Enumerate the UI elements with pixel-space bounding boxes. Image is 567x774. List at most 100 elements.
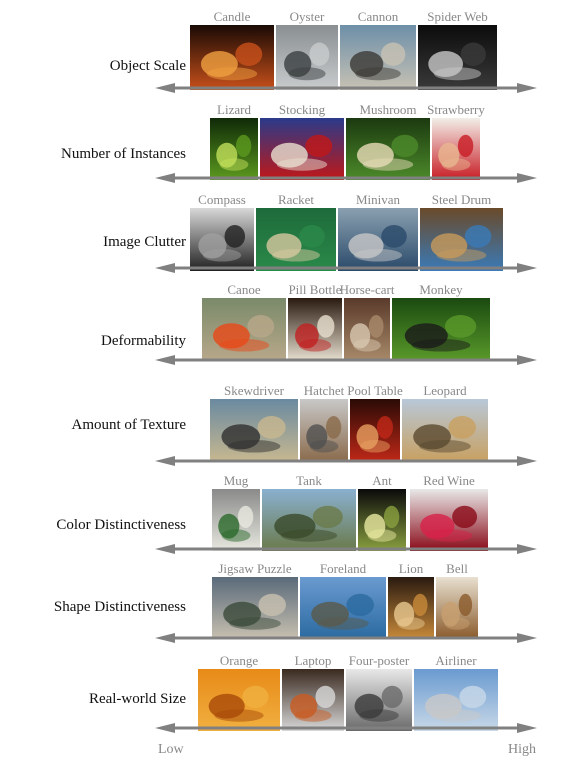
example-image bbox=[256, 208, 336, 271]
example-caption: Compass bbox=[198, 192, 246, 207]
attribute-label: Real-world Size bbox=[88, 691, 186, 707]
arrow-left-head bbox=[155, 173, 175, 183]
scale-arrow bbox=[155, 173, 537, 183]
example-image bbox=[260, 118, 344, 180]
example-image bbox=[212, 577, 298, 639]
example-image bbox=[392, 298, 490, 361]
example-image bbox=[344, 298, 390, 361]
arrow-left-head bbox=[155, 83, 175, 93]
example-image bbox=[346, 118, 430, 180]
example-image bbox=[210, 118, 258, 180]
example-image bbox=[346, 669, 412, 731]
arrow-shaft bbox=[169, 86, 523, 90]
attribute-label: Shape Distinctiveness bbox=[53, 599, 186, 615]
scale-arrow bbox=[155, 83, 537, 93]
example-image bbox=[282, 669, 344, 731]
attribute-label: Image Clutter bbox=[103, 234, 186, 250]
example-caption: Lizard bbox=[217, 102, 251, 117]
arrow-right-head bbox=[517, 633, 537, 643]
example-caption: Candle bbox=[213, 9, 251, 24]
arrow-right-head bbox=[517, 544, 537, 554]
example-caption: Racket bbox=[277, 192, 315, 207]
example-caption: Hatchet bbox=[303, 383, 345, 398]
example-caption: Jigsaw Puzzle bbox=[218, 561, 292, 576]
arrow-left-head bbox=[155, 633, 175, 643]
arrow-shaft bbox=[169, 176, 523, 180]
scale-arrow bbox=[155, 263, 537, 273]
example-caption: Minivan bbox=[355, 192, 401, 207]
attribute-label: Number of Instances bbox=[61, 146, 186, 162]
example-caption: Laptop bbox=[294, 653, 332, 668]
example-caption: Bell bbox=[446, 561, 468, 576]
arrow-right-head bbox=[517, 173, 537, 183]
arrow-shaft bbox=[169, 726, 523, 730]
example-image bbox=[436, 577, 478, 639]
arrow-right-head bbox=[517, 456, 537, 466]
example-image bbox=[358, 489, 406, 551]
example-caption: Foreland bbox=[319, 561, 367, 576]
arrow-right-head bbox=[517, 723, 537, 733]
example-caption: Strawberry bbox=[427, 102, 485, 117]
example-caption: Monkey bbox=[419, 282, 463, 297]
example-image bbox=[418, 25, 497, 90]
example-caption: Mushroom bbox=[359, 102, 417, 117]
example-image bbox=[388, 577, 434, 639]
example-image bbox=[210, 399, 298, 462]
example-caption: Orange bbox=[219, 653, 259, 668]
example-image bbox=[350, 399, 400, 462]
attribute-label: Amount of Texture bbox=[71, 417, 187, 433]
scale-arrow bbox=[155, 355, 537, 365]
arrow-left-head bbox=[155, 544, 175, 554]
example-caption: Pool Table bbox=[347, 383, 403, 398]
axis-high-label: High bbox=[508, 742, 536, 757]
example-caption: Stocking bbox=[278, 102, 326, 117]
arrow-shaft bbox=[169, 459, 523, 463]
example-caption: Tank bbox=[296, 473, 322, 488]
example-caption: Mug bbox=[223, 473, 249, 488]
example-image bbox=[340, 25, 416, 90]
example-image bbox=[432, 118, 480, 180]
example-image bbox=[338, 208, 418, 271]
example-caption: Skewdriver bbox=[224, 383, 284, 398]
example-caption: Cannon bbox=[357, 9, 399, 24]
example-image bbox=[190, 208, 254, 271]
arrow-left-head bbox=[155, 355, 175, 365]
example-caption: Steel Drum bbox=[431, 192, 492, 207]
example-caption: Red Wine bbox=[423, 473, 475, 488]
example-image bbox=[414, 669, 498, 731]
axis-low-label: Low bbox=[158, 742, 184, 757]
arrow-shaft bbox=[169, 266, 523, 270]
example-image bbox=[202, 298, 286, 361]
example-caption: Four-poster bbox=[348, 653, 410, 668]
arrow-right-head bbox=[517, 355, 537, 365]
arrow-shaft bbox=[169, 358, 523, 362]
scale-arrow bbox=[155, 456, 537, 466]
attribute-label: Color Distinctiveness bbox=[56, 517, 186, 533]
attribute-label: Deformability bbox=[101, 333, 186, 349]
example-caption: Horse-cart bbox=[339, 282, 395, 297]
scale-arrow bbox=[155, 544, 537, 554]
attribute-label: Object Scale bbox=[109, 58, 186, 74]
example-image bbox=[190, 25, 274, 90]
example-caption: Leopard bbox=[423, 383, 467, 398]
example-image bbox=[288, 298, 342, 361]
example-image bbox=[420, 208, 503, 271]
example-caption: Airliner bbox=[435, 653, 477, 668]
example-image bbox=[198, 669, 280, 731]
example-caption: Ant bbox=[372, 473, 392, 488]
example-image bbox=[300, 577, 386, 639]
arrow-left-head bbox=[155, 263, 175, 273]
arrow-right-head bbox=[517, 263, 537, 273]
arrow-right-head bbox=[517, 83, 537, 93]
scale-arrow bbox=[155, 633, 537, 643]
arrow-shaft bbox=[169, 547, 523, 551]
scale-arrow bbox=[155, 723, 537, 733]
example-image bbox=[276, 25, 338, 90]
example-caption: Spider Web bbox=[427, 9, 488, 24]
example-caption: Lion bbox=[398, 561, 424, 576]
example-image bbox=[410, 489, 488, 551]
arrow-shaft bbox=[169, 636, 523, 640]
example-image bbox=[262, 489, 356, 551]
example-image bbox=[300, 399, 348, 462]
arrow-left-head bbox=[155, 456, 175, 466]
